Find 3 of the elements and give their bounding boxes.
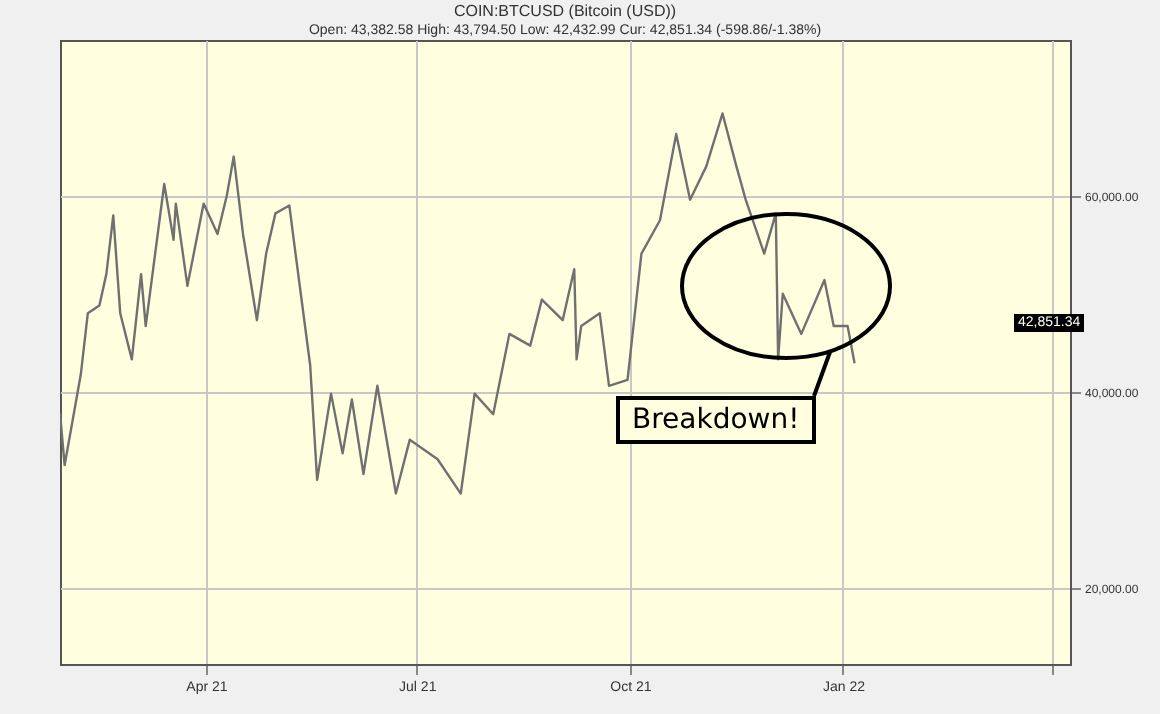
annotation: Breakdown! bbox=[616, 396, 816, 444]
line-series bbox=[60, 112, 856, 495]
chart-title: COIN:BTCUSD (Bitcoin (USD)) bbox=[453, 2, 677, 20]
